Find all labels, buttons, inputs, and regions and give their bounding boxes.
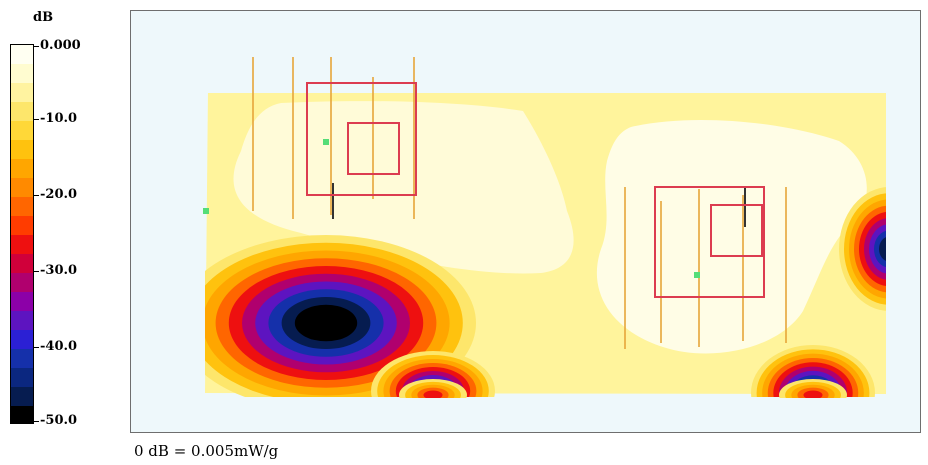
- colorbar-band: [11, 159, 33, 178]
- coil-outline-outer: [654, 186, 765, 298]
- colorbar-tick-mark: [34, 271, 39, 272]
- plateau-left: [233, 101, 574, 274]
- colorbar-band: [11, 140, 33, 159]
- colorbar-band: [11, 406, 33, 423]
- unmeasured-area: [131, 11, 920, 432]
- colorbar-band: [11, 235, 33, 254]
- colorbar-band: [11, 273, 33, 292]
- colorbar-tick-label: -50.0: [40, 413, 78, 428]
- hotspot-left-contour: [294, 304, 358, 342]
- colorbar-tick-label: -20.0: [40, 187, 78, 202]
- colorbar-tick-label: -40.0: [40, 339, 78, 354]
- colorbar-band: [11, 121, 33, 140]
- colorbar-band: [11, 64, 33, 83]
- colorbar-band: [11, 83, 33, 102]
- colorbar-tick-label: -30.0: [40, 263, 78, 278]
- colorbar-band: [11, 387, 33, 406]
- reference-marker: [694, 272, 700, 278]
- hotspot-center-bottom-edge-contour: [423, 390, 443, 400]
- colorbar-band: [11, 102, 33, 121]
- reference-marker: [323, 139, 329, 145]
- colorbar-band: [11, 311, 33, 330]
- colorbar: [10, 44, 34, 424]
- colorbar-tick-label: 0.000: [40, 38, 81, 53]
- colorbar-unit: dB: [33, 10, 54, 25]
- reference-note: 0 dB = 0.005mW/g: [134, 442, 279, 460]
- colorbar-band: [11, 178, 33, 197]
- colorbar-tick-mark: [34, 46, 39, 47]
- colorbar-band: [11, 216, 33, 235]
- colorbar-band: [11, 197, 33, 216]
- colorbar-band: [11, 349, 33, 368]
- colorbar-band: [11, 292, 33, 311]
- plateau-right: [596, 119, 867, 354]
- coil-outline-outer: [306, 82, 417, 196]
- colorbar-band: [11, 45, 33, 64]
- heatmap-svg: [131, 11, 920, 432]
- hotspot-right-bottom-edge-contour: [803, 390, 823, 400]
- colorbar-tick-mark: [34, 119, 39, 120]
- coil-outline-inner: [347, 122, 400, 175]
- reference-marker: [203, 208, 209, 214]
- colorbar-band: [11, 368, 33, 387]
- colorbar-band: [11, 254, 33, 273]
- heatmap-plot: [130, 10, 921, 433]
- coil-outline-inner: [710, 204, 763, 257]
- colorbar-tick-mark: [34, 195, 39, 196]
- colorbar-band: [11, 330, 33, 349]
- colorbar-tick-label: -10.0: [40, 111, 78, 126]
- colorbar-tick-mark: [34, 347, 39, 348]
- colorbar-tick-mark: [34, 421, 39, 422]
- bottom-margin: [131, 398, 920, 432]
